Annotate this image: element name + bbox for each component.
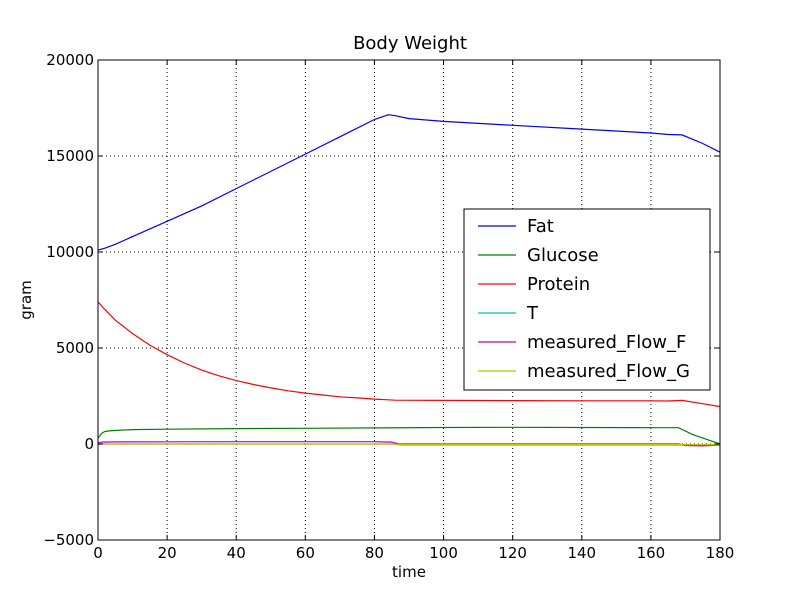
x-tick-label: 0: [93, 544, 103, 562]
series-line-glucose: [97, 426, 721, 445]
y-tick-label: 15000: [46, 147, 94, 165]
plot-frame: [97, 59, 721, 541]
legend: Fat Glucose Protein Tmeasured_Flow_Fmeasure…: [463, 208, 711, 391]
series-line-protein: [97, 301, 721, 408]
legend-label: Glucose: [527, 245, 599, 266]
y-tick-label: 20000: [46, 51, 94, 69]
x-tick-label: 100: [429, 544, 458, 562]
legend-box: [463, 208, 711, 391]
legend-label: measured_Flow_G: [527, 361, 690, 382]
x-tick-label: 40: [227, 544, 246, 562]
x-tick-label: 180: [706, 544, 735, 562]
x-tick-label: 80: [365, 544, 384, 562]
x-tick-label: 140: [567, 544, 596, 562]
legend-label: Fat: [527, 216, 554, 237]
ticks: 0 20 40 60 80 100 120 140 160 180−500005000100001…: [43, 51, 734, 562]
x-tick-label: 20: [158, 544, 177, 562]
x-axis-label: time: [392, 563, 426, 581]
series-lines: [97, 114, 721, 447]
chart-title: Body Weight: [353, 33, 467, 54]
x-tick-label: 120: [498, 544, 527, 562]
series-line-measured-flow-f: [97, 441, 721, 447]
y-tick-label: 10000: [46, 243, 94, 261]
x-tick-label: 60: [296, 544, 315, 562]
series-line-fat: [97, 114, 721, 251]
y-tick-label: −5000: [43, 531, 94, 549]
y-tick-label: 5000: [56, 339, 94, 357]
legend-label: T: [526, 303, 539, 324]
y-axis-label: gram: [17, 280, 35, 320]
series-line-measured-flow-g: [98, 443, 720, 446]
x-tick-label: 160: [637, 544, 666, 562]
legend-label: measured_Flow_F: [527, 332, 686, 353]
legend-label: Protein: [527, 274, 590, 295]
y-tick-label: 0: [84, 435, 94, 453]
